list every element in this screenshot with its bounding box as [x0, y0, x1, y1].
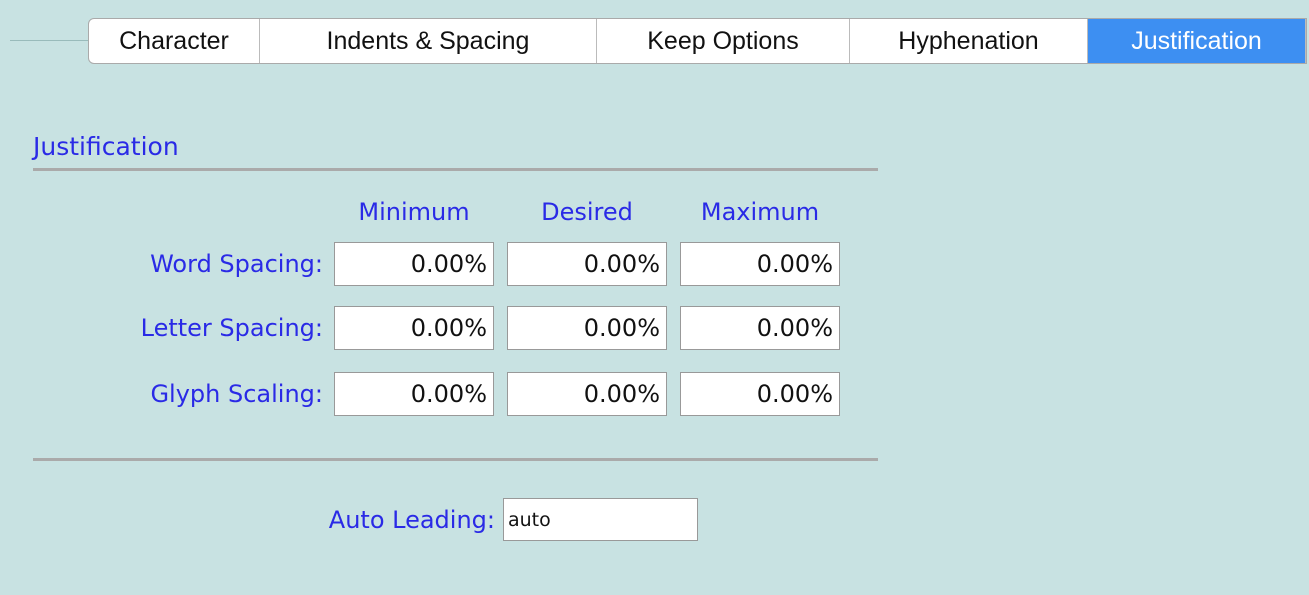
row-label: Glyph Scaling: — [3, 372, 323, 416]
section-title: Justification — [33, 132, 179, 161]
column-header: Desired — [497, 198, 677, 226]
column-header: Minimum — [324, 198, 504, 226]
row-label: Letter Spacing: — [3, 306, 323, 350]
tab[interactable]: Character — [89, 19, 260, 63]
value-input[interactable]: 0.00% — [334, 306, 494, 350]
value-input[interactable]: 0.00% — [334, 242, 494, 286]
value-input[interactable]: 0.00% — [680, 306, 840, 350]
value-input[interactable]: 0.00% — [507, 242, 667, 286]
page: CharacterIndents & SpacingKeep OptionsHy… — [0, 0, 1309, 595]
tab-line — [10, 40, 88, 41]
column-header: Maximum — [670, 198, 850, 226]
divider — [33, 168, 878, 171]
value-input[interactable]: 0.00% — [680, 372, 840, 416]
tab[interactable]: Hyphenation — [850, 19, 1088, 63]
value-input[interactable]: 0.00% — [334, 372, 494, 416]
tab[interactable]: Indents & Spacing — [260, 19, 597, 63]
value-input[interactable]: 0.00% — [507, 372, 667, 416]
tab[interactable]: Justification — [1088, 19, 1306, 63]
row-label: Word Spacing: — [3, 242, 323, 286]
value-input[interactable]: 0.00% — [507, 306, 667, 350]
divider — [33, 458, 878, 461]
tab[interactable]: Keep Options — [597, 19, 850, 63]
auto-leading-input[interactable]: auto — [503, 498, 698, 541]
value-input[interactable]: 0.00% — [680, 242, 840, 286]
auto-leading-label: Auto Leading: — [150, 498, 495, 542]
